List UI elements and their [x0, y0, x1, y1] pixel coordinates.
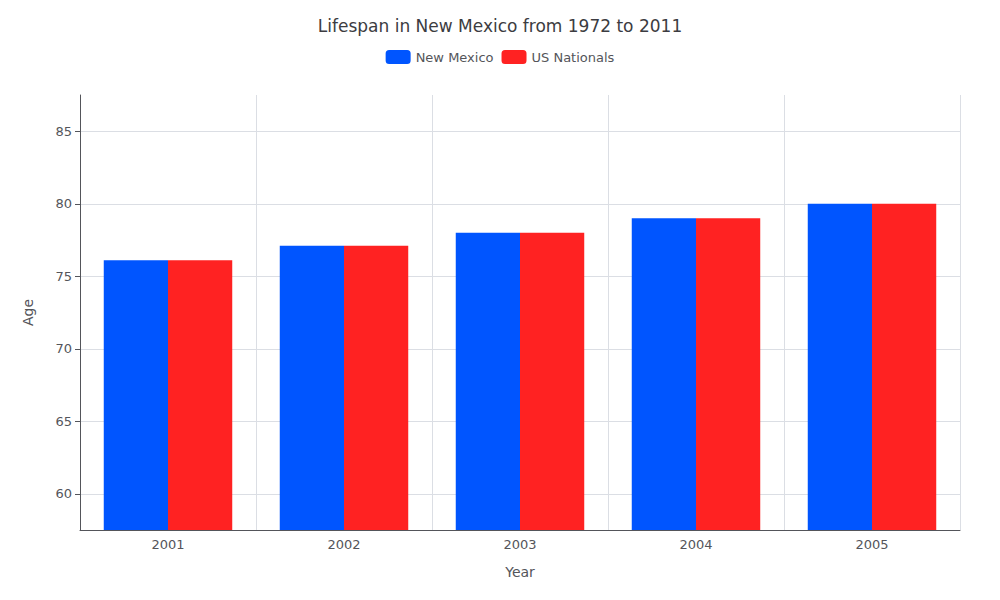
svg-text:Lifespan in New Mexico from 19: Lifespan in New Mexico from 1972 to 2011	[318, 16, 682, 36]
svg-text:60: 60	[55, 486, 72, 501]
svg-text:2003: 2003	[503, 537, 536, 552]
svg-text:65: 65	[55, 414, 72, 429]
svg-text:80: 80	[55, 196, 72, 211]
svg-text:2002: 2002	[327, 537, 360, 552]
svg-text:2001: 2001	[151, 537, 184, 552]
svg-text:Age: Age	[20, 299, 36, 326]
svg-text:US Nationals: US Nationals	[532, 50, 615, 65]
svg-text:75: 75	[55, 269, 72, 284]
svg-text:70: 70	[55, 341, 72, 356]
svg-text:85: 85	[55, 124, 72, 139]
svg-text:2004: 2004	[679, 537, 712, 552]
svg-text:2005: 2005	[855, 537, 888, 552]
svg-text:New Mexico: New Mexico	[416, 50, 494, 65]
svg-text:Year: Year	[504, 564, 535, 580]
